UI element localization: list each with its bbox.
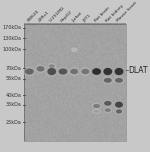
Text: SW620: SW620 bbox=[27, 9, 40, 23]
Text: Rat brain: Rat brain bbox=[94, 6, 111, 23]
Ellipse shape bbox=[92, 109, 101, 114]
Ellipse shape bbox=[92, 68, 101, 75]
FancyBboxPatch shape bbox=[24, 24, 126, 141]
Text: 35kDa: 35kDa bbox=[5, 102, 21, 107]
Text: J9T1: J9T1 bbox=[82, 13, 92, 23]
Ellipse shape bbox=[102, 76, 113, 84]
Ellipse shape bbox=[47, 68, 56, 75]
Ellipse shape bbox=[57, 67, 69, 76]
Ellipse shape bbox=[49, 64, 55, 68]
Text: 55kDa: 55kDa bbox=[5, 76, 21, 81]
Text: U-251MG: U-251MG bbox=[49, 6, 66, 23]
Ellipse shape bbox=[47, 63, 56, 69]
Ellipse shape bbox=[105, 108, 111, 112]
Ellipse shape bbox=[103, 99, 113, 107]
Ellipse shape bbox=[69, 67, 80, 76]
Ellipse shape bbox=[70, 69, 78, 74]
Ellipse shape bbox=[58, 69, 67, 75]
Ellipse shape bbox=[23, 67, 36, 76]
Ellipse shape bbox=[115, 68, 123, 75]
Ellipse shape bbox=[71, 47, 77, 52]
Ellipse shape bbox=[104, 78, 112, 83]
Text: Jurkat: Jurkat bbox=[71, 11, 83, 23]
Text: 130kDa: 130kDa bbox=[2, 36, 21, 41]
Ellipse shape bbox=[103, 68, 112, 75]
Ellipse shape bbox=[103, 107, 112, 113]
Ellipse shape bbox=[25, 69, 34, 75]
Ellipse shape bbox=[113, 66, 125, 77]
Ellipse shape bbox=[116, 109, 122, 114]
Ellipse shape bbox=[46, 66, 58, 77]
Ellipse shape bbox=[113, 100, 125, 110]
Ellipse shape bbox=[93, 104, 100, 108]
Text: DLAT: DLAT bbox=[129, 66, 148, 75]
Text: Rat kidney: Rat kidney bbox=[105, 3, 124, 23]
Ellipse shape bbox=[93, 110, 100, 113]
Ellipse shape bbox=[104, 101, 112, 106]
Ellipse shape bbox=[115, 78, 123, 83]
Text: 22Rv1: 22Rv1 bbox=[38, 10, 50, 23]
Ellipse shape bbox=[81, 69, 89, 74]
Ellipse shape bbox=[115, 108, 123, 115]
Ellipse shape bbox=[80, 67, 91, 76]
Ellipse shape bbox=[115, 102, 123, 108]
Ellipse shape bbox=[90, 66, 103, 77]
Ellipse shape bbox=[102, 66, 114, 77]
Ellipse shape bbox=[113, 76, 125, 84]
Text: Mouse heart: Mouse heart bbox=[116, 1, 138, 23]
Text: 25kDa: 25kDa bbox=[5, 120, 21, 125]
Text: 70kDa: 70kDa bbox=[5, 66, 21, 71]
Ellipse shape bbox=[35, 64, 46, 73]
Ellipse shape bbox=[92, 103, 102, 109]
Text: 40kDa: 40kDa bbox=[5, 93, 21, 98]
Ellipse shape bbox=[37, 66, 45, 72]
Text: 170kDa: 170kDa bbox=[2, 25, 21, 30]
Text: HepG2: HepG2 bbox=[60, 9, 74, 23]
Text: 100kDa: 100kDa bbox=[2, 47, 21, 52]
Ellipse shape bbox=[72, 48, 76, 51]
